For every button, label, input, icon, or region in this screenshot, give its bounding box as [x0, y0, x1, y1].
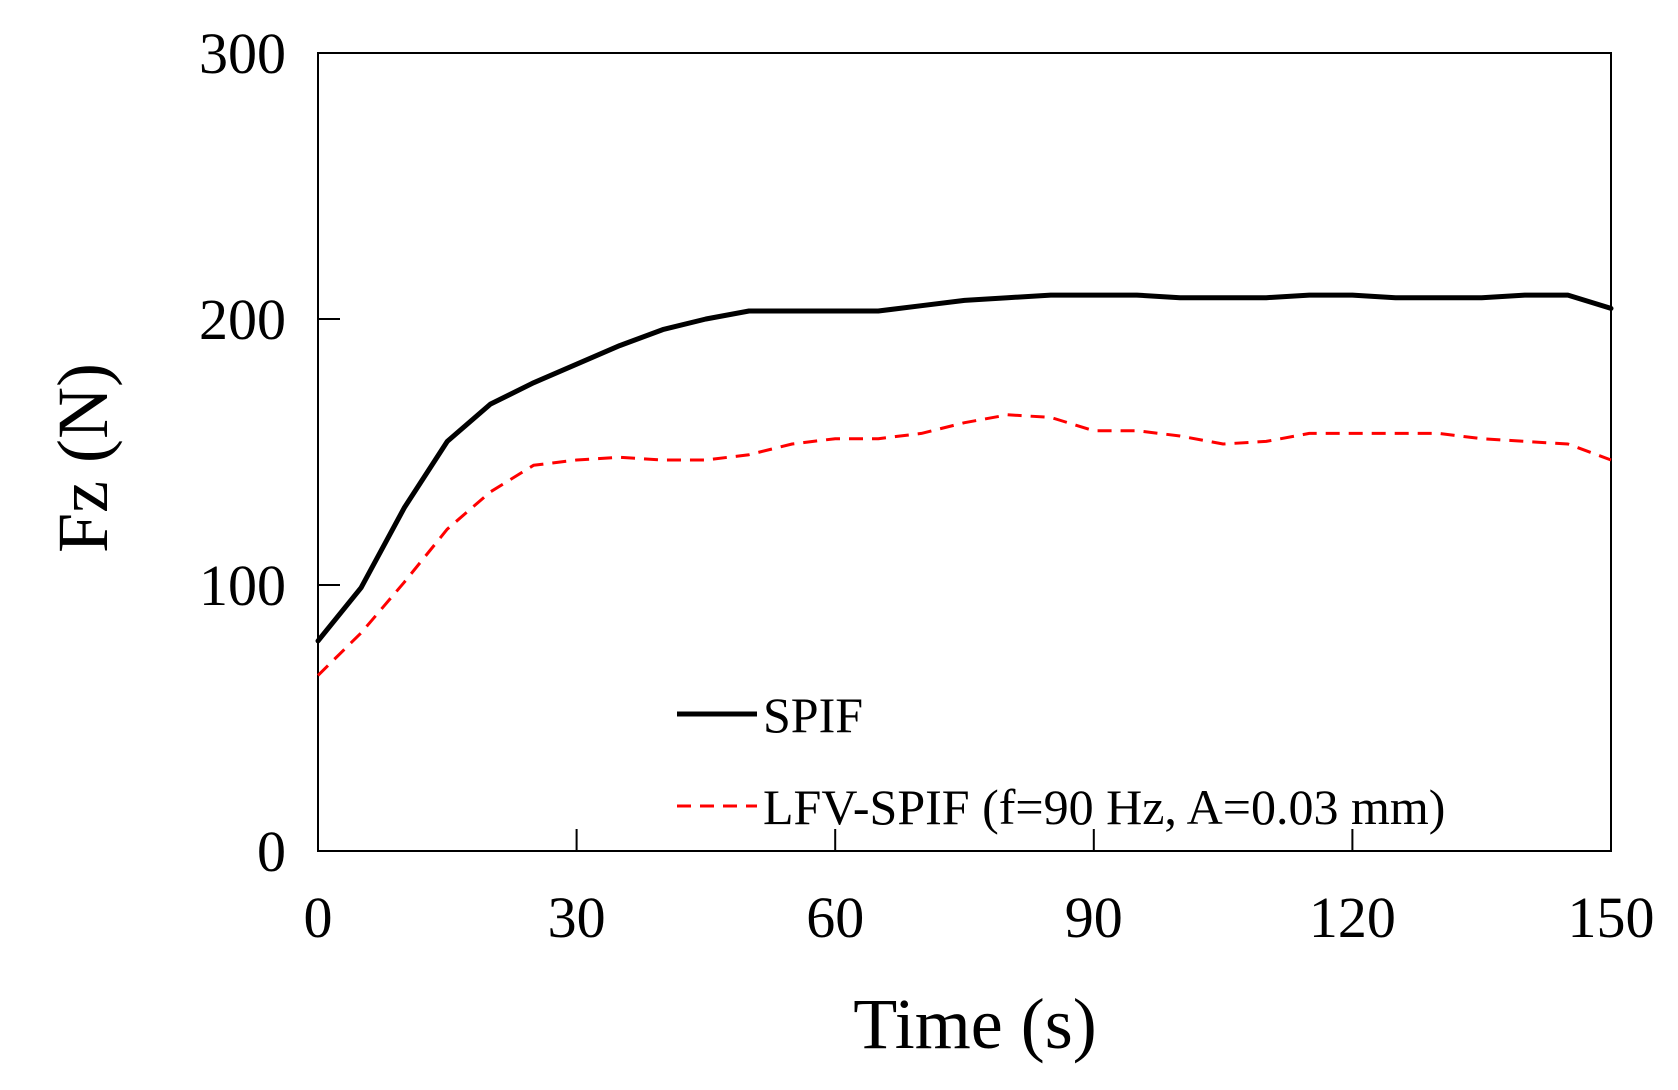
legend-label: LFV-SPIF (f=90 Hz, A=0.03 mm)	[763, 779, 1445, 835]
x-axis-title: Time (s)	[853, 984, 1096, 1064]
plot-area-frame	[317, 52, 1612, 852]
x-tick-label: 60	[806, 885, 864, 950]
y-axis-title: Fz (N)	[43, 363, 123, 553]
series-line-spif	[315, 292, 1614, 644]
x-tick-label: 30	[548, 885, 606, 950]
x-tick-label: 90	[1065, 885, 1123, 950]
x-tick-label: 0	[304, 885, 333, 950]
x-tick-label: 120	[1309, 885, 1396, 950]
y-tick-label: 200	[199, 287, 286, 352]
series-line-lfv-spif	[316, 413, 1612, 677]
legend-label: SPIF	[763, 687, 863, 743]
y-tick-label: 0	[257, 819, 286, 884]
y-tick-label: 300	[199, 21, 286, 86]
y-tick-label: 100	[199, 553, 286, 618]
x-tick-label: 150	[1568, 885, 1655, 950]
